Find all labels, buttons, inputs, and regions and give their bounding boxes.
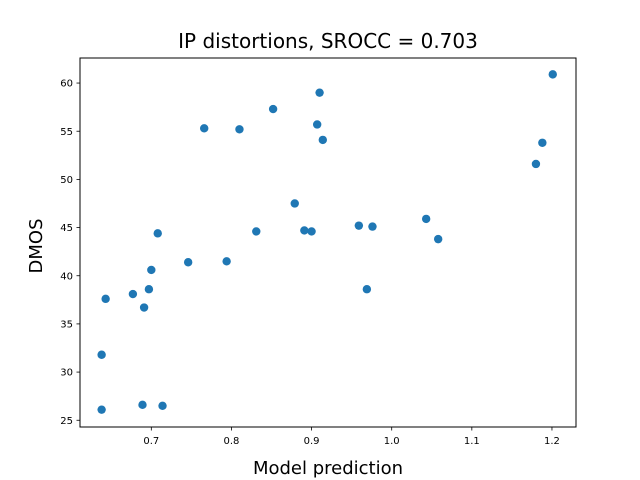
x-axis: 0.7 0.8 0.9 1.0 1.1 1.2 <box>143 427 560 447</box>
data-point <box>362 285 372 294</box>
y-tick-label: 30 <box>60 368 73 379</box>
points-layer <box>97 70 557 414</box>
data-point <box>144 285 154 294</box>
x-tick-label: 1.0 <box>384 436 400 447</box>
data-point <box>531 159 541 169</box>
data-point <box>139 303 149 312</box>
y-tick-label: 25 <box>60 416 73 427</box>
y-tick-label: 35 <box>60 320 73 331</box>
axes-frame <box>79 57 577 428</box>
y-tick-label: 50 <box>60 175 73 186</box>
data-point <box>290 199 299 208</box>
data-point <box>222 257 231 266</box>
data-point <box>421 214 431 224</box>
data-point <box>300 226 309 235</box>
x-tick-label: 0.9 <box>304 436 320 447</box>
data-point <box>548 70 557 79</box>
data-point <box>97 350 106 359</box>
data-point <box>153 229 162 238</box>
data-point <box>101 294 110 304</box>
data-point <box>312 120 322 129</box>
y-tick-label: 45 <box>60 223 73 234</box>
data-point <box>200 124 209 133</box>
y-tick-label: 55 <box>60 127 73 138</box>
y-tick-label: 40 <box>60 271 73 282</box>
x-tick-label: 1.2 <box>544 436 560 447</box>
data-point <box>235 125 244 134</box>
data-point <box>158 401 167 410</box>
data-point <box>354 221 364 230</box>
data-point <box>538 138 547 147</box>
x-tick-label: 0.8 <box>223 436 239 447</box>
data-point <box>268 104 278 114</box>
x-tick-label: 0.7 <box>143 436 159 447</box>
data-point <box>433 234 443 244</box>
y-axis-label: DMOS <box>26 219 47 274</box>
data-point <box>318 135 327 145</box>
plot-area <box>79 57 577 428</box>
y-tick-label: 60 <box>60 79 73 90</box>
data-point <box>307 227 316 236</box>
data-point <box>368 222 377 231</box>
data-point <box>183 258 193 267</box>
chart-title: IP distortions, SROCC = 0.703 <box>178 29 478 53</box>
data-point <box>138 400 147 410</box>
x-axis-label: Model prediction <box>253 458 403 479</box>
data-point <box>147 265 156 275</box>
data-point <box>128 289 138 299</box>
data-point <box>315 88 324 97</box>
y-axis: 25 30 35 40 45 50 55 60 <box>60 79 80 427</box>
x-tick-label: 1.1 <box>464 436 480 447</box>
data-point <box>97 405 106 414</box>
data-point <box>252 227 261 236</box>
